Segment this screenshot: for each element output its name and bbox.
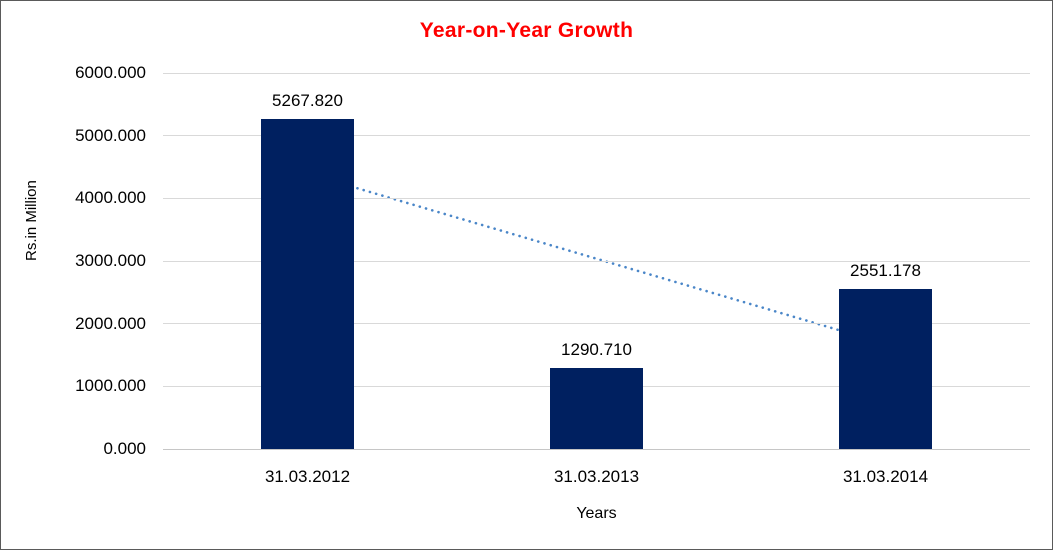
x-category-label: 31.03.2013 [553, 467, 640, 486]
y-tick-label: 2000.000 [75, 313, 146, 333]
bar-value-label: 2551.178 [850, 261, 921, 281]
bar [550, 368, 643, 449]
bar-value-label: 1290.710 [561, 340, 632, 360]
gridline [163, 260, 1030, 262]
bar-value-label: 5267.820 [272, 90, 343, 110]
y-tick-label: 4000.000 [75, 188, 146, 208]
gridline [163, 323, 1030, 325]
chart-title: Year-on-Year Growth [419, 19, 634, 42]
y-tick-label: 6000.000 [75, 63, 146, 82]
y-tick-label: 3000.000 [75, 251, 146, 270]
gridline [163, 135, 1030, 137]
bar [261, 118, 354, 449]
y-tick-label: 0.000 [103, 439, 146, 458]
gridline [163, 72, 1030, 74]
y-tick-label: 5000.000 [75, 125, 146, 145]
x-category-label: 31.03.2012 [264, 467, 351, 486]
bar [839, 289, 932, 449]
x-axis-title: Years [576, 505, 617, 522]
gridline [163, 448, 1030, 450]
y-tick-label: 1000.000 [75, 376, 146, 396]
x-category-label: 31.03.2014 [842, 467, 929, 486]
gridline [163, 197, 1030, 199]
